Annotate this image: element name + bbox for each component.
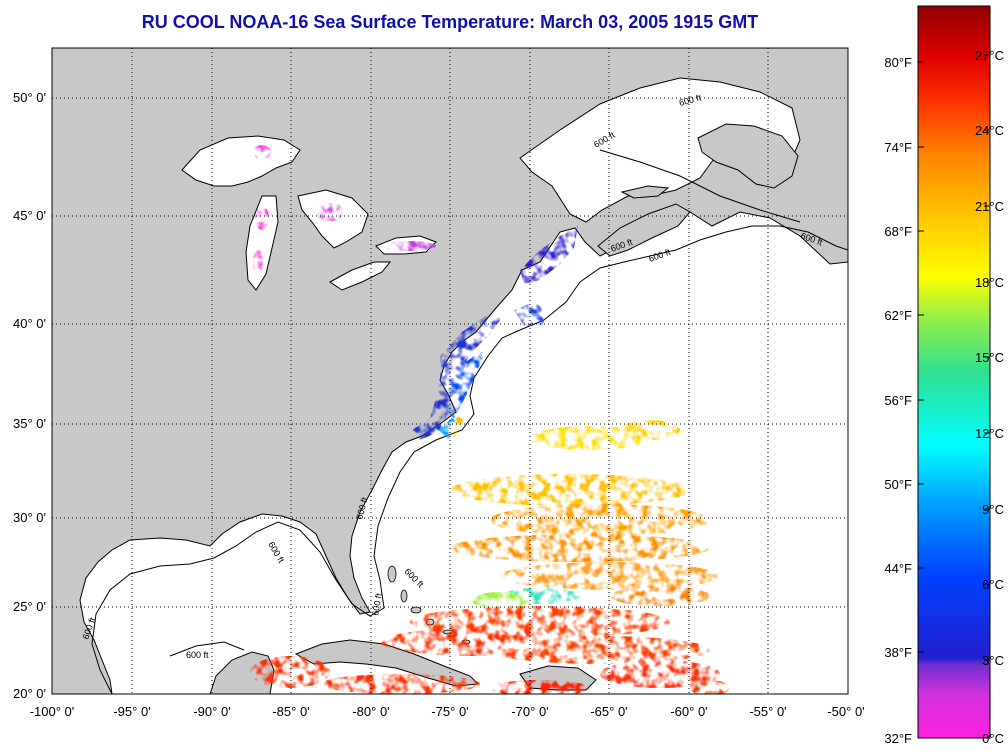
lon-tick-label: -100° 0' xyxy=(30,704,75,719)
lon-tick-label: -65° 0' xyxy=(590,704,627,719)
lon-tick-label: -85° 0' xyxy=(272,704,309,719)
lon-tick-label: -55° 0' xyxy=(749,704,786,719)
fahrenheit-label: 38°F xyxy=(884,645,912,660)
gulf-inner-contour xyxy=(169,641,245,657)
fahrenheit-label: 44°F xyxy=(884,561,912,576)
lon-tick-label: -75° 0' xyxy=(431,704,468,719)
colorbar-ticks xyxy=(918,54,990,661)
lat-tick-label: 45° 0' xyxy=(13,208,46,223)
lat-tick-label: 20° 0' xyxy=(13,686,46,701)
lat-tick-label: 50° 0' xyxy=(13,90,46,105)
fahrenheit-label: 50°F xyxy=(884,477,912,492)
celsius-label: 0°C xyxy=(982,731,1004,746)
celsius-label: 12°C xyxy=(975,426,1004,441)
lon-tick-label: -50° 0' xyxy=(827,704,864,719)
celsius-label: 18°C xyxy=(975,275,1004,290)
land-pei xyxy=(620,185,670,199)
fahrenheit-label: 68°F xyxy=(884,224,912,239)
lon-tick-label: -60° 0' xyxy=(670,704,707,719)
sst-data xyxy=(250,145,730,694)
land-nova-scotia xyxy=(597,203,691,257)
map-title: RU COOL NOAA-16 Sea Surface Temperature:… xyxy=(141,12,759,32)
lon-tick-label: -95° 0' xyxy=(113,704,150,719)
laurentian-contour xyxy=(599,149,801,223)
fahrenheit-label: 32°F xyxy=(884,731,912,746)
lat-tick-label: 30° 0' xyxy=(13,510,46,525)
fahrenheit-label: 74°F xyxy=(884,140,912,155)
fahrenheit-label: 62°F xyxy=(884,308,912,323)
lat-lon-grid xyxy=(52,48,848,694)
celsius-label: 3°C xyxy=(982,653,1004,668)
lake-erie xyxy=(329,261,392,291)
celsius-labels: 27°C 24°C 21°C 18°C 15°C 12°C 9°C 6°C 3°… xyxy=(975,48,1004,746)
celsius-label: 27°C xyxy=(975,48,1004,63)
svg-text:600 ft: 600 ft xyxy=(186,650,209,660)
lat-tick-label: 35° 0' xyxy=(13,416,46,431)
lon-tick-label: -70° 0' xyxy=(511,704,548,719)
lat-tick-labels: 20° 0' 25° 0' 30° 0' 35° 0' 40° 0' 45° 0… xyxy=(13,90,46,701)
land-newfoundland xyxy=(697,123,799,189)
fahrenheit-label: 56°F xyxy=(884,393,912,408)
celsius-label: 6°C xyxy=(982,577,1004,592)
fahrenheit-labels: 80°F 74°F 68°F 62°F 56°F 50°F 44°F 38°F … xyxy=(884,55,912,746)
fahrenheit-label: 80°F xyxy=(884,55,912,70)
celsius-label: 15°C xyxy=(975,350,1004,365)
lon-tick-label: -90° 0' xyxy=(193,704,230,719)
lat-tick-label: 25° 0' xyxy=(13,599,46,614)
colorbar xyxy=(917,5,991,739)
celsius-label: 24°C xyxy=(975,123,1004,138)
shelf-contour xyxy=(91,225,848,694)
lat-tick-label: 40° 0' xyxy=(13,316,46,331)
svg-text:600 ft: 600 ft xyxy=(370,592,384,616)
celsius-label: 21°C xyxy=(975,199,1004,214)
lon-tick-labels: -100° 0' -95° 0' -90° 0' -85° 0' -80° 0'… xyxy=(30,704,865,719)
celsius-label: 9°C xyxy=(982,502,1004,517)
lon-tick-label: -80° 0' xyxy=(352,704,389,719)
